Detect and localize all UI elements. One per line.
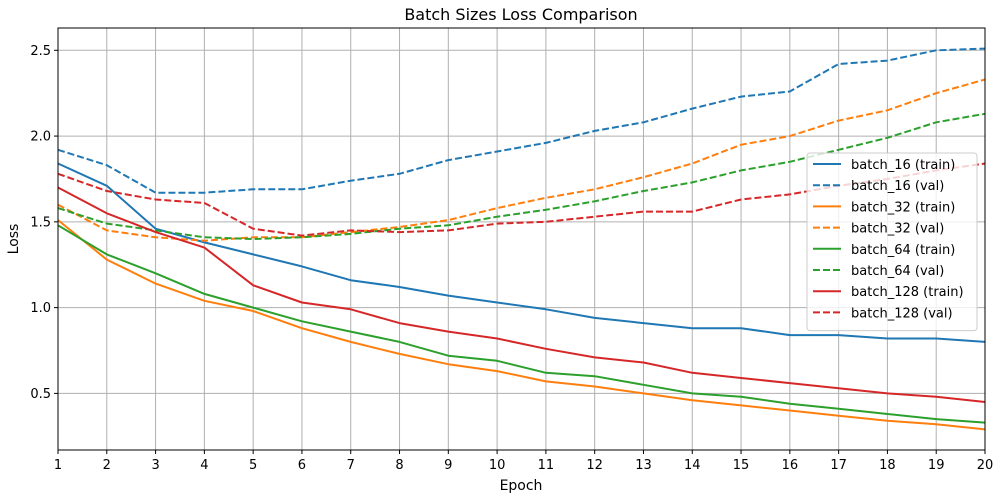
x-tick-label: 13 (635, 458, 652, 473)
series-line-batch-16-train (57, 162, 986, 343)
x-tick-label: 16 (782, 458, 799, 473)
x-tick-label: 19 (928, 458, 945, 473)
y-tick-label: 0.5 (30, 387, 51, 402)
x-tick-label: 3 (151, 458, 159, 473)
series-line-batch-64-train (57, 224, 986, 424)
y-axis-label: Loss (6, 224, 22, 255)
legend-label: batch_32 (train) (851, 200, 955, 215)
y-tick-label: 1.0 (30, 301, 51, 316)
y-tick-label: 2.0 (30, 130, 51, 145)
legend-label: batch_64 (val) (851, 264, 944, 279)
x-axis-label: Epoch (500, 478, 543, 494)
legend: batch_16 (train) batch_16 (val) batch_32 (… (806, 152, 978, 332)
x-tick-label: 17 (830, 458, 847, 473)
series-line-batch-16-val (57, 47, 986, 194)
series-line-batch-32-train (57, 219, 986, 431)
legend-box (806, 152, 978, 332)
y-tick-label: 2.5 (30, 44, 51, 59)
x-tick-label: 18 (879, 458, 896, 473)
series-line-batch-64-val (57, 112, 986, 240)
x-tick-label: 10 (489, 458, 506, 473)
x-tick-label: 8 (395, 458, 403, 473)
legend-label: batch_128 (train) (851, 285, 964, 300)
legend-label: batch_64 (train) (851, 243, 955, 258)
x-tick-label: 11 (538, 458, 555, 473)
x-tick-label: 5 (249, 458, 257, 473)
plot-frame (57, 27, 986, 451)
legend-label: batch_16 (val) (851, 179, 944, 194)
x-tick-label: 7 (347, 458, 355, 473)
x-tick-label: 15 (733, 458, 750, 473)
x-tick-label: 9 (444, 458, 452, 473)
x-tick-label: 6 (298, 458, 306, 473)
x-tick-label: 12 (586, 458, 603, 473)
x-tick-label: 2 (103, 458, 111, 473)
legend-label: batch_16 (train) (851, 158, 955, 173)
x-tick-label: 4 (200, 458, 208, 473)
legend-label: batch_128 (val) (851, 306, 953, 321)
x-tick-label: 1 (54, 458, 62, 473)
series-line-batch-32-val (57, 78, 986, 242)
chart-title: Batch Sizes Loss Comparison (404, 5, 637, 24)
x-tick-label: 20 (977, 458, 994, 473)
x-axis-ticks: 1 2 3 4 5 6 7 8 9 10 11 12 13 14 15 16 17 18 19 20 (54, 450, 993, 473)
series-line-batch-128-train (57, 186, 986, 403)
y-axis-ticks: 0.5 1.0 1.5 2.0 2.5 (30, 44, 58, 402)
y-tick-label: 1.5 (30, 215, 51, 230)
x-tick-label: 14 (684, 458, 701, 473)
series-lines (57, 47, 986, 431)
legend-label: batch_32 (val) (851, 222, 944, 237)
